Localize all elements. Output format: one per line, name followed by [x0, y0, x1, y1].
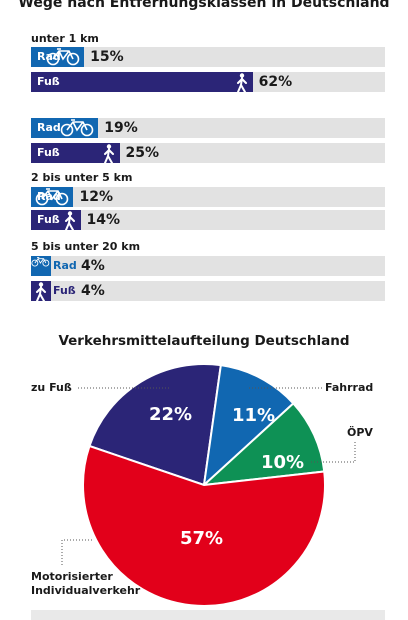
bar-rad: Rad: [31, 118, 99, 141]
pedestrian-icon: [34, 282, 48, 306]
pie-slice: [82, 444, 326, 607]
pie-value-zu-fuss: 22%: [149, 404, 193, 425]
bar-series-label: Fuß: [53, 284, 76, 297]
pie-leader-line: [61, 539, 94, 565]
bicycle-icon: [60, 119, 94, 141]
bar-track: Fuß 14%: [31, 210, 385, 231]
bar-group-label: unter 1 km: [31, 32, 99, 45]
bar-fuss: Fuß: [31, 143, 120, 164]
pie-leader-line: [311, 442, 356, 463]
bar-fuss: Fuß: [31, 72, 253, 93]
bar-value-label: 4%: [81, 258, 105, 274]
footer-strip: [31, 610, 385, 620]
pie-value-miv: 57%: [180, 528, 224, 549]
bar-value-label: 25%: [125, 145, 160, 161]
bar-value-label: 15%: [90, 49, 124, 65]
pie-label-opv: ÖPV: [347, 426, 373, 439]
bar-rad: Rad: [31, 187, 74, 210]
pie-label-miv: Motorisierter Individualverkehr: [31, 570, 141, 597]
bar-rad: [31, 256, 51, 276]
pedestrian-icon: [63, 211, 77, 235]
bicycle-icon: [46, 48, 80, 70]
bicycle-icon: [35, 188, 69, 210]
bar-track: Rad 4%: [31, 256, 385, 276]
bar-value-label: 19%: [104, 120, 138, 136]
bar-fuss: [31, 281, 51, 302]
bar-track: Rad 12%: [31, 187, 385, 207]
bar-track: Rad 15%: [31, 47, 385, 67]
bar-series-label: Rad: [37, 121, 61, 134]
bar-value-label: 12%: [79, 189, 113, 205]
bar-series-label: Fuß: [37, 146, 60, 159]
bar-track: Rad 19%: [31, 118, 385, 138]
bar-fuss: Fuß: [31, 210, 81, 231]
pie-slice: [202, 364, 295, 488]
bar-value-label: 62%: [258, 74, 293, 90]
bar-value-label: 14%: [86, 212, 121, 228]
pie-chart-title: Verkehrsmittelaufteilung Deutschland: [58, 333, 350, 349]
pie-label-fahrrad: Fahrrad: [325, 381, 374, 394]
bar-group-label: 2 bis unter 5 km: [31, 171, 133, 184]
bicycle-icon: [31, 257, 65, 279]
bar-series-label: Fuß: [37, 213, 60, 226]
bar-chart-title: Wege nach Entfernungsklassen in Deutschl…: [18, 0, 390, 11]
bar-track: Fuß 62%: [31, 72, 385, 93]
bar-value-label: 4%: [81, 283, 105, 299]
pie-label-zu-fuss: zu Fuß: [31, 381, 72, 394]
bar-group-label: 5 bis unter 20 km: [31, 240, 141, 253]
bar-rad: Rad: [31, 47, 85, 70]
pie-slice: [88, 363, 222, 487]
pedestrian-icon: [235, 73, 249, 97]
bar-track: Fuß 4%: [31, 281, 385, 302]
pie-slice: [201, 401, 326, 487]
bar-series-label: Rad: [53, 259, 77, 272]
bar-series-label: Fuß: [37, 75, 60, 88]
pie-value-opv: 10%: [261, 452, 305, 473]
pie-value-fahrrad: 11%: [232, 405, 276, 426]
bar-track: Fuß 25%: [31, 143, 385, 164]
pedestrian-icon: [102, 144, 116, 168]
